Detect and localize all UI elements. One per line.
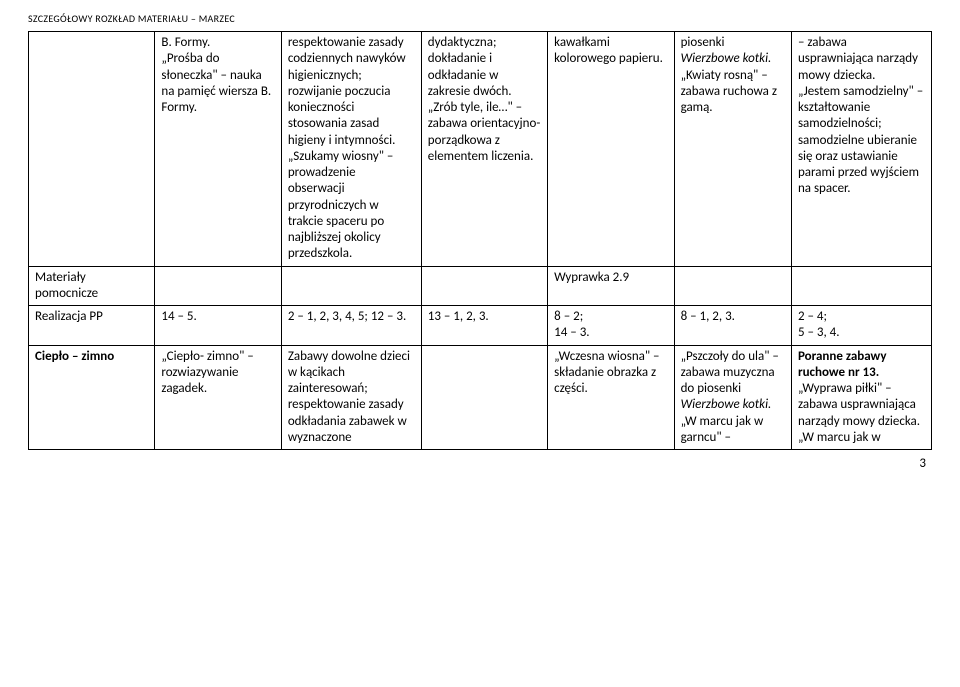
cell: 8 – 1, 2, 3. — [674, 306, 791, 346]
text: „Jestem samodzielny" – kształtowanie sam… — [798, 84, 923, 197]
cell — [674, 266, 791, 306]
table-row: B. Formy. „Prośba do słoneczka" – nauka … — [29, 32, 932, 267]
text-italic: Wierzbowe kotki. — [681, 51, 772, 66]
cell: „Pszczoły do ula" – zabawa muzyczna do p… — [674, 345, 791, 450]
cell: piosenki Wierzbowe kotki. „Kwiaty rosną"… — [674, 32, 791, 267]
cell: respektowanie zasady codziennych nawyków… — [281, 32, 421, 267]
text: „W marcu jak w garncu" – — [681, 414, 764, 445]
text: piosenki — [681, 35, 725, 50]
cell: 2 – 4;5 – 3, 4. — [791, 306, 931, 346]
text: „W marcu jak w — [798, 430, 881, 445]
text: „Wyprawa piłki" – zabawa usprawniająca n… — [798, 381, 920, 429]
cell: „Wczesna wiosna" – składanie obrazka z c… — [548, 345, 674, 450]
cell: Wyprawka 2.9 — [548, 266, 674, 306]
table-row: Materiały pomocnicze Wyprawka 2.9 — [29, 266, 932, 306]
page-number: 3 — [28, 450, 932, 471]
cell: Poranne zabawy ruchowe nr 13. „Wyprawa p… — [791, 345, 931, 450]
cell: 13 – 1, 2, 3. — [421, 306, 547, 346]
table-row: Ciepło – zimno „Ciepło- zimno" – rozwiaz… — [29, 345, 932, 450]
text: „Pszczoły do ula" – zabawa muzyczna do p… — [681, 349, 779, 397]
text: „Zrób tyle, ile…" – zabawa orientacyjno-… — [428, 100, 541, 164]
text: respektowanie zasady codziennych nawyków… — [288, 35, 406, 148]
cell-row-label: Materiały pomocnicze — [29, 266, 155, 306]
cell-row-label: Realizacja PP — [29, 306, 155, 346]
text: kawałkami kolorowego papieru. — [554, 35, 663, 66]
text: – zabawa usprawniająca narządy mowy dzie… — [798, 35, 918, 83]
cell-row-label — [29, 32, 155, 267]
cell: 14 – 5. — [155, 306, 281, 346]
cell: – zabawa usprawniająca narządy mowy dzie… — [791, 32, 931, 267]
cell: dydaktyczna; dokładanie i odkładanie w z… — [421, 32, 547, 267]
cell: kawałkami kolorowego papieru. — [548, 32, 674, 267]
page-header: SZCZEGÓŁOWY ROZKŁAD MATERIAŁU – MARZEC — [28, 12, 932, 25]
cell: B. Formy. „Prośba do słoneczka" – nauka … — [155, 32, 281, 267]
cell — [421, 266, 547, 306]
cell — [421, 345, 547, 450]
table-row: Realizacja PP 14 – 5. 2 – 1, 2, 3, 4, 5;… — [29, 306, 932, 346]
cell-row-label: Ciepło – zimno — [29, 345, 155, 450]
cell: 2 – 1, 2, 3, 4, 5; 12 – 3. — [281, 306, 421, 346]
cell — [791, 266, 931, 306]
cell: 8 – 2;14 – 3. — [548, 306, 674, 346]
text: B. Formy. — [161, 35, 210, 50]
cell — [281, 266, 421, 306]
cell: Zabawy dowolne dzieci w kącikach zainter… — [281, 345, 421, 450]
cell — [155, 266, 281, 306]
text: „Szukamy wiosny" – prowadzenie obserwacj… — [288, 149, 394, 262]
text: dydaktyczna; dokładanie i odkładanie w z… — [428, 35, 512, 99]
material-table: B. Formy. „Prośba do słoneczka" – nauka … — [28, 31, 932, 450]
text: „Prośba do słoneczka" – nauka na pamięć … — [161, 51, 271, 115]
text-italic: Wierzbowe kotki. — [681, 397, 772, 412]
text: „Kwiaty rosną" – zabawa ruchowa z gamą. — [681, 68, 777, 116]
text-bold: Poranne zabawy ruchowe nr 13. — [798, 349, 887, 380]
cell: „Ciepło- zimno" – rozwiazywanie zagadek. — [155, 345, 281, 450]
